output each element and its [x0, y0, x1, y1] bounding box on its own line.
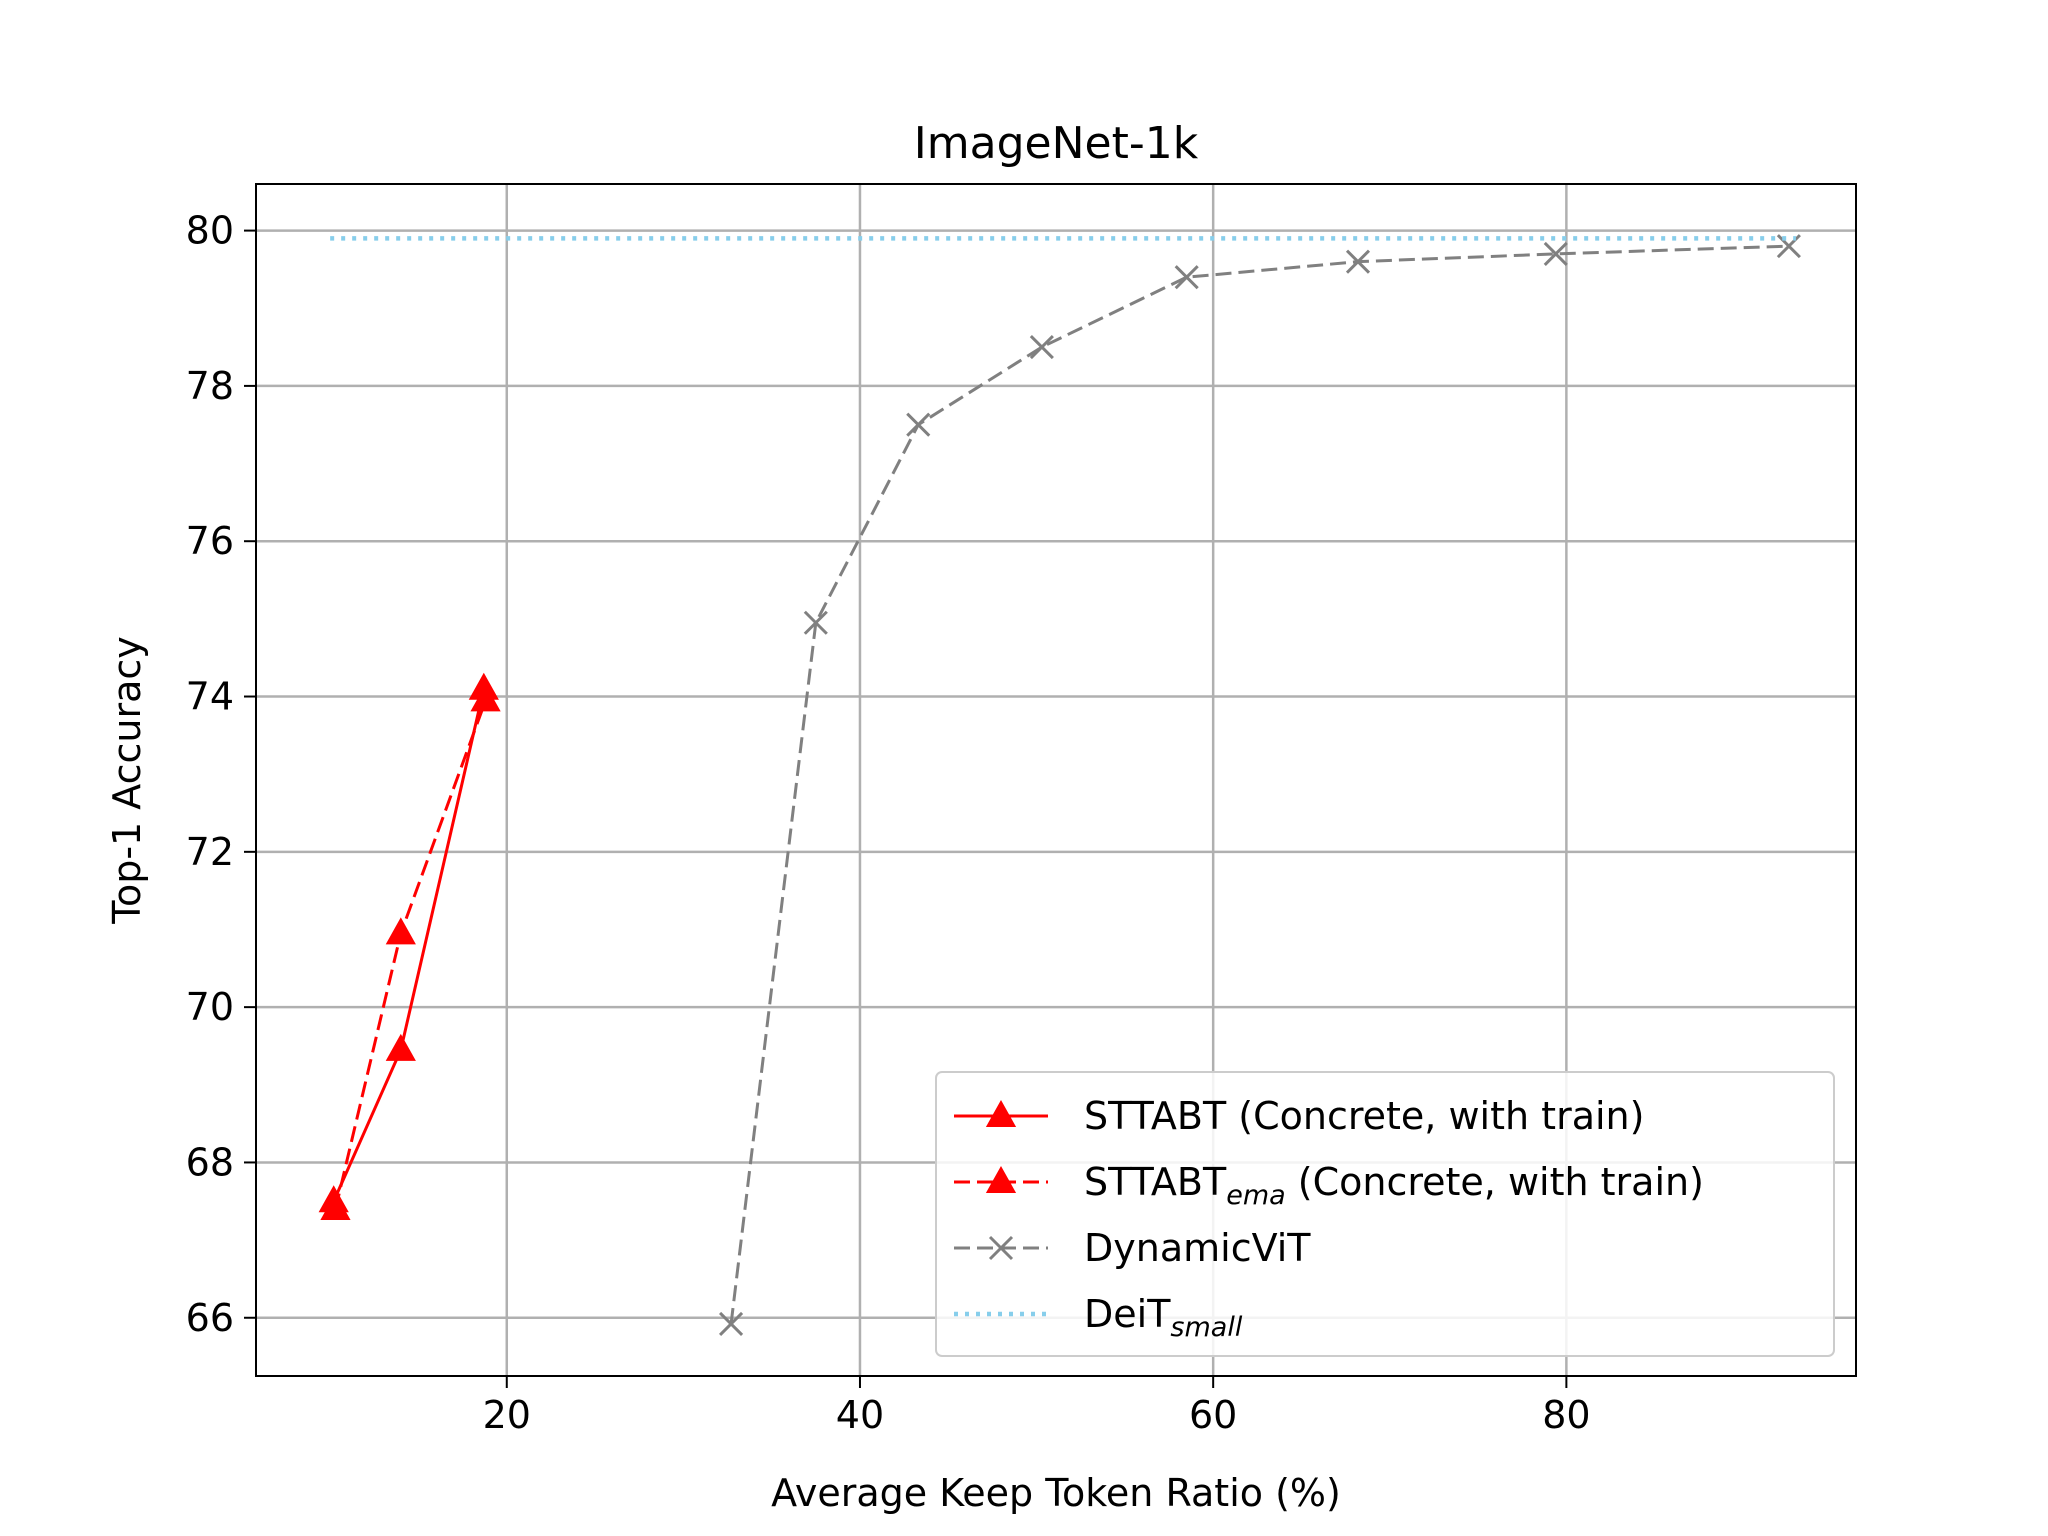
legend-label: STTABTema (Concrete, with train) — [1084, 1160, 1704, 1211]
marker-stroke — [906, 412, 931, 437]
y-axis-label: Top-1 Accuracy — [105, 636, 149, 925]
grid — [256, 184, 1856, 1376]
legend: STTABT (Concrete, with train) STTABTema (… — [935, 1071, 1835, 1357]
series-1-sttabt-ema — [320, 684, 501, 1221]
data-point — [320, 1193, 351, 1221]
legend-box — [935, 1071, 1835, 1357]
data-point — [803, 610, 828, 635]
marker-stroke — [988, 1235, 1014, 1261]
legend-item: STTABTema (Concrete, with train) — [954, 1160, 1704, 1211]
marker-stroke — [1029, 335, 1054, 360]
y-tick-label: 76 — [186, 519, 234, 563]
legend-swatch-marker — [985, 1165, 1017, 1193]
plot-frame — [255, 183, 1857, 1377]
data-point — [906, 412, 931, 437]
legend-label: STTABT (Concrete, with train) — [1084, 1094, 1644, 1138]
chart-title: ImageNet-1k — [914, 118, 1199, 169]
legend-item: STTABT (Concrete, with train) — [954, 1094, 1644, 1138]
x-tick-label: 40 — [836, 1393, 884, 1437]
plot-series — [318, 234, 1801, 1337]
marker-stroke — [1174, 265, 1199, 290]
data-point — [1345, 249, 1371, 274]
legend-item: DynamicViT — [954, 1226, 1311, 1270]
axis-ticks: 20 40 60 80 66 68 70 72 74 76 78 80 — [186, 209, 1591, 1437]
data-point — [385, 917, 416, 945]
series-2-dynamicvit — [718, 234, 1801, 1337]
legend-swatch-marker — [985, 1099, 1017, 1127]
y-tick-label: 80 — [186, 209, 234, 253]
y-tick-label: 68 — [186, 1140, 234, 1184]
y-tick-label: 72 — [186, 830, 234, 874]
marker-stroke — [718, 1311, 744, 1337]
y-tick-label: 70 — [186, 985, 234, 1029]
legend-label: DeiTsmall — [1084, 1292, 1243, 1343]
data-point — [718, 1311, 744, 1337]
x-tick-label: 20 — [483, 1393, 531, 1437]
legend-swatch-marker — [988, 1235, 1014, 1261]
series-line — [729, 244, 1789, 1325]
y-tick-label: 66 — [186, 1296, 234, 1340]
y-tick-label: 78 — [186, 364, 234, 408]
data-point — [1776, 234, 1801, 259]
x-tick-label: 60 — [1189, 1393, 1237, 1437]
data-point — [385, 1033, 416, 1061]
x-axis-label: Average Keep Token Ratio (%) — [771, 1471, 1341, 1515]
x-tick-label: 80 — [1542, 1393, 1590, 1437]
legend-label: DynamicViT — [1084, 1226, 1311, 1270]
data-point — [470, 684, 501, 712]
data-point — [1029, 335, 1054, 360]
marker-stroke — [1345, 249, 1371, 274]
marker-stroke — [1543, 241, 1568, 266]
y-tick-label: 74 — [186, 675, 234, 719]
data-point — [1543, 241, 1568, 266]
marker-stroke — [1776, 234, 1801, 259]
marker-stroke — [803, 610, 828, 635]
data-point — [1174, 265, 1199, 290]
legend-item: DeiTsmall — [954, 1292, 1243, 1343]
